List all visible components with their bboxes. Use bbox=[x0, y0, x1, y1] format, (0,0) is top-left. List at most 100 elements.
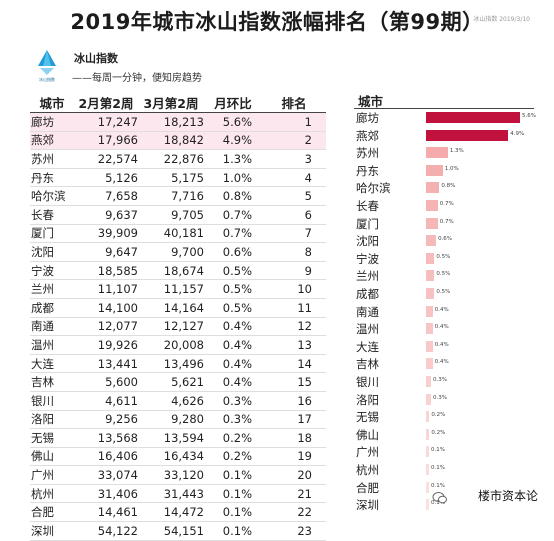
cell-rank: 14 bbox=[262, 354, 326, 374]
cell-city: 成都 bbox=[30, 298, 74, 318]
table-row: 厦门 39,909 40,181 0.7% 7 bbox=[30, 224, 326, 244]
bar-value-label: 0.4% bbox=[434, 341, 449, 348]
cell-city: 哈尔滨 bbox=[30, 186, 74, 206]
cell-rank: 1 bbox=[262, 112, 326, 132]
table-row: 杭州 31,406 31,443 0.1% 21 bbox=[30, 484, 326, 504]
bar-category-label: 温州 bbox=[356, 322, 379, 337]
bar bbox=[426, 252, 435, 264]
cell-mom-change: 0.1% bbox=[204, 521, 262, 541]
cell-rank: 11 bbox=[262, 298, 326, 318]
bar-value-label: 0.1% bbox=[431, 482, 445, 489]
table-row: 成都 14,100 14,164 0.5% 11 bbox=[30, 298, 326, 318]
cell-city: 深圳 bbox=[30, 521, 74, 541]
table-row: 长春 9,637 9,705 0.7% 6 bbox=[30, 205, 326, 225]
header-mom-change: 月环比 bbox=[204, 93, 262, 113]
cell-mom-change: 0.4% bbox=[204, 335, 262, 355]
bar bbox=[426, 129, 509, 141]
cell-rank: 10 bbox=[262, 279, 326, 299]
table-row: 洛阳 9,256 9,280 0.3% 17 bbox=[30, 410, 326, 430]
bar bbox=[426, 323, 433, 335]
table-row: 兰州 11,107 11,157 0.5% 10 bbox=[30, 279, 326, 299]
cell-mom-change: 0.4% bbox=[204, 354, 262, 374]
cell-mar-week2: 31,443 bbox=[138, 484, 204, 504]
cell-mar-week2: 20,008 bbox=[138, 335, 204, 355]
cell-rank: 20 bbox=[262, 465, 326, 485]
bar-value-label: 0.1% bbox=[431, 447, 445, 454]
bar bbox=[426, 464, 429, 475]
cell-feb-week2: 14,461 bbox=[74, 502, 138, 523]
wechat-icon bbox=[432, 492, 447, 504]
cell-city: 广州 bbox=[30, 465, 74, 485]
bar-category-label: 哈尔滨 bbox=[356, 181, 391, 196]
cell-feb-week2: 31,406 bbox=[74, 484, 138, 504]
bar-value-label: 0.7% bbox=[439, 218, 454, 225]
bar-value-label: 0.2% bbox=[431, 429, 446, 436]
cell-mom-change: 0.5% bbox=[204, 279, 262, 299]
bar-category-label: 深圳 bbox=[356, 498, 379, 513]
cell-mar-week2: 7,716 bbox=[138, 186, 204, 206]
cell-feb-week2: 12,077 bbox=[74, 317, 138, 337]
cell-mom-change: 4.9% bbox=[204, 131, 262, 151]
bar bbox=[426, 200, 438, 211]
table-row: 沈阳 9,647 9,700 0.6% 8 bbox=[30, 242, 326, 262]
cell-mar-week2: 11,157 bbox=[138, 279, 204, 299]
cell-city: 杭州 bbox=[30, 484, 74, 504]
bar-category-label: 长春 bbox=[356, 199, 379, 213]
brand-name: 冰山指数 bbox=[74, 52, 118, 65]
table-row: 无锡 13,568 13,594 0.2% 18 bbox=[30, 428, 326, 448]
bar bbox=[426, 147, 448, 159]
bar-value-label: 0.1% bbox=[431, 500, 445, 507]
cell-mom-change: 5.6% bbox=[204, 112, 262, 132]
cell-mar-week2: 9,280 bbox=[138, 410, 204, 430]
bar-category-label: 成都 bbox=[356, 287, 379, 301]
cell-mom-change: 0.5% bbox=[204, 261, 262, 281]
bar-category-label: 燕郊 bbox=[356, 128, 379, 143]
cell-city: 廊坊 bbox=[30, 112, 74, 132]
cell-rank: 22 bbox=[262, 502, 326, 523]
cell-feb-week2: 9,256 bbox=[74, 410, 138, 430]
bar bbox=[426, 499, 429, 511]
table-row: 吉林 5,600 5,621 0.4% 15 bbox=[30, 372, 326, 392]
cell-mom-change: 0.2% bbox=[204, 447, 262, 467]
table-row: 广州 33,074 33,120 0.1% 20 bbox=[30, 465, 326, 485]
cell-mar-week2: 18,842 bbox=[138, 131, 204, 151]
bar bbox=[426, 358, 433, 370]
bar bbox=[426, 270, 435, 282]
bar-category-label: 合肥 bbox=[356, 480, 379, 495]
cell-city: 厦门 bbox=[30, 224, 74, 244]
table-row: 苏州 22,574 22,876 1.3% 3 bbox=[30, 149, 326, 169]
table-header-row: 城市 2月第2周 3月第2周 月环比 排名 bbox=[30, 93, 326, 113]
header-city: 城市 bbox=[30, 93, 74, 113]
bar-value-label: 5.6% bbox=[522, 113, 536, 119]
table-row: 大连 13,441 13,496 0.4% 14 bbox=[30, 354, 326, 374]
bar-category-label: 大连 bbox=[356, 339, 379, 354]
bar-category-label: 宁波 bbox=[356, 251, 379, 266]
cell-mar-week2: 16,434 bbox=[138, 447, 204, 467]
bar-category-label: 佛山 bbox=[356, 427, 379, 442]
bar-category-label: 洛阳 bbox=[356, 392, 379, 407]
table-row: 丹东 5,126 5,175 1.0% 4 bbox=[30, 168, 326, 188]
bar-category-label: 无锡 bbox=[356, 410, 379, 425]
header-mar-week2: 3月第2周 bbox=[138, 93, 204, 113]
bar bbox=[426, 428, 430, 440]
table-row: 合肥 14,461 14,472 0.1% 22 bbox=[30, 502, 326, 523]
cell-mar-week2: 18,674 bbox=[138, 261, 204, 281]
bar-value-label: 0.1% bbox=[431, 465, 445, 471]
cell-mom-change: 0.1% bbox=[204, 465, 262, 485]
bar-value-label: 4.9% bbox=[510, 130, 525, 137]
cell-mar-week2: 54,151 bbox=[138, 521, 204, 541]
cell-city: 兰州 bbox=[30, 279, 74, 299]
cell-mom-change: 0.4% bbox=[204, 317, 262, 337]
cell-mar-week2: 40,181 bbox=[138, 224, 204, 244]
bar-value-label: 0.7% bbox=[439, 201, 454, 207]
bar-category-label: 廊坊 bbox=[356, 111, 379, 125]
cell-mom-change: 0.1% bbox=[204, 484, 262, 504]
cell-rank: 21 bbox=[262, 484, 326, 504]
table-row: 银川 4,611 4,626 0.3% 16 bbox=[30, 391, 326, 411]
cell-rank: 9 bbox=[262, 261, 326, 281]
cell-city: 丹东 bbox=[30, 168, 74, 188]
cell-feb-week2: 54,122 bbox=[74, 521, 138, 541]
table-row: 廊坊 17,247 18,213 5.6% 1 bbox=[30, 112, 326, 132]
watermark-text: 楼市资本论 bbox=[477, 489, 538, 503]
cell-city: 南通 bbox=[30, 317, 74, 337]
